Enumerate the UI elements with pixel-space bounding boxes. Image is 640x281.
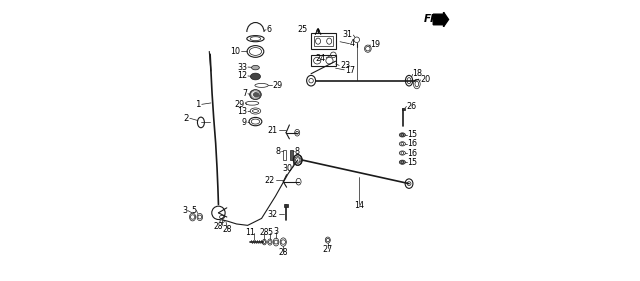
- Text: 23: 23: [340, 62, 350, 71]
- Text: 28: 28: [223, 225, 232, 234]
- Text: 4: 4: [350, 39, 355, 48]
- Text: 22: 22: [265, 176, 275, 185]
- Text: 5: 5: [268, 228, 273, 237]
- Text: 31: 31: [343, 30, 353, 39]
- Ellipse shape: [250, 90, 261, 99]
- Ellipse shape: [399, 133, 405, 137]
- Text: 19: 19: [371, 40, 381, 49]
- Text: 13: 13: [237, 107, 247, 116]
- Text: 12: 12: [237, 71, 247, 80]
- Text: 1: 1: [195, 100, 201, 109]
- Text: 28: 28: [214, 222, 223, 231]
- Text: 32: 32: [268, 210, 278, 219]
- Text: 8: 8: [294, 147, 300, 156]
- Text: 21: 21: [268, 126, 278, 135]
- Bar: [283, 150, 286, 160]
- Text: 29: 29: [235, 100, 245, 109]
- Text: 30: 30: [282, 164, 292, 173]
- Text: 3: 3: [182, 206, 187, 215]
- Text: 16: 16: [407, 139, 417, 148]
- Text: 15: 15: [407, 158, 417, 167]
- Text: 26: 26: [407, 102, 417, 111]
- Text: 18: 18: [412, 69, 422, 78]
- Text: 20: 20: [420, 75, 430, 84]
- Text: 28: 28: [260, 228, 269, 237]
- Bar: [314, 36, 333, 46]
- Text: 17: 17: [345, 66, 355, 75]
- Text: 24: 24: [316, 54, 326, 63]
- Text: 8: 8: [275, 147, 280, 156]
- Text: 15: 15: [407, 130, 417, 139]
- Text: 33: 33: [237, 63, 247, 72]
- Ellipse shape: [250, 73, 260, 80]
- Bar: [284, 204, 288, 207]
- Text: 14: 14: [354, 201, 364, 210]
- Bar: [402, 108, 405, 110]
- Bar: [311, 33, 335, 49]
- Text: 10: 10: [230, 47, 240, 56]
- Text: 3: 3: [273, 227, 278, 236]
- Text: 16: 16: [407, 149, 417, 158]
- Text: FR.: FR.: [424, 15, 443, 24]
- Text: 6: 6: [267, 25, 271, 34]
- Text: 5: 5: [191, 206, 196, 215]
- Text: 9: 9: [242, 119, 247, 128]
- Bar: [311, 55, 335, 66]
- Text: 11: 11: [246, 228, 255, 237]
- Text: 28: 28: [278, 248, 288, 257]
- Ellipse shape: [399, 160, 405, 164]
- Text: 29: 29: [273, 81, 283, 90]
- Text: 27: 27: [323, 245, 333, 254]
- Text: 7: 7: [242, 89, 247, 98]
- Ellipse shape: [252, 65, 259, 70]
- Text: 2: 2: [183, 114, 189, 123]
- Text: 25: 25: [298, 25, 308, 34]
- Bar: [290, 150, 293, 160]
- FancyArrow shape: [433, 12, 449, 27]
